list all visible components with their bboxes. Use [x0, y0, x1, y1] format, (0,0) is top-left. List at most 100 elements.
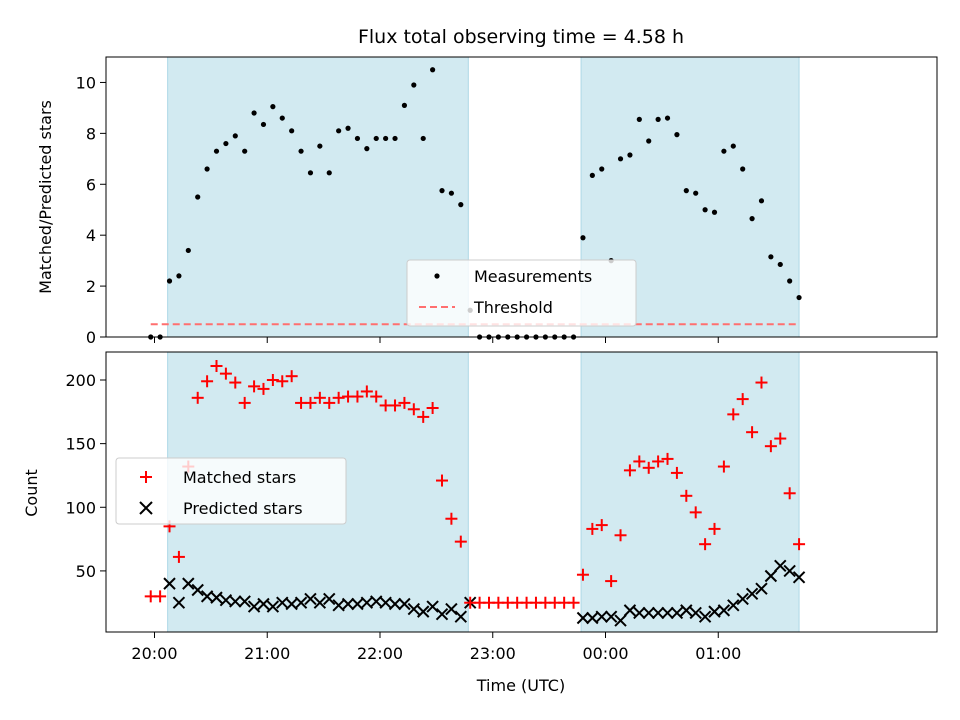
predicted-star-point: [257, 597, 270, 611]
legend-marker-measurements: [434, 273, 440, 279]
predicted-star-points: [163, 559, 806, 627]
measurement-point: [589, 172, 595, 178]
predicted-star-stroke: [294, 596, 308, 609]
predicted-star-stroke: [595, 610, 608, 623]
predicted-star-stroke: [351, 597, 364, 611]
predicted-star-point: [792, 571, 806, 584]
matched-star-point: [172, 550, 185, 563]
predicted-star-point: [651, 606, 665, 620]
x-tick-label: 00:00: [582, 644, 628, 663]
y-tick-label: 50: [76, 562, 96, 581]
measurement-point: [636, 116, 642, 122]
predicted-star-point: [774, 559, 787, 573]
predicted-star-point: [661, 606, 674, 620]
legend-marker-matched: [140, 471, 152, 483]
measurement-point: [260, 121, 267, 128]
measurement-point: [298, 148, 304, 154]
predicted-star-point: [294, 596, 308, 609]
measurement-point: [383, 135, 389, 142]
predicted-star-point: [717, 604, 731, 617]
measurement-point: [166, 278, 173, 284]
matched-star-point: [793, 538, 806, 551]
predicted-star-stroke: [764, 569, 778, 583]
measurement-point: [336, 128, 342, 134]
matched-star-point: [191, 391, 204, 404]
measurement-point: [204, 166, 210, 172]
matched-star-point: [689, 506, 702, 519]
matched-star-point: [576, 568, 589, 581]
matched-star-point: [642, 461, 655, 474]
predicted-star-stroke: [191, 583, 204, 597]
predicted-star-stroke: [614, 614, 627, 627]
bottom-legend-box: [115, 457, 347, 525]
matched-star-point: [605, 575, 618, 588]
predicted-star-point: [576, 611, 590, 625]
y-tick-label: 2: [86, 277, 96, 296]
predicted-star-stroke: [755, 582, 768, 595]
x-tick-label: 21:00: [244, 644, 290, 663]
predicted-star-stroke: [238, 595, 251, 608]
matched-star-point: [764, 440, 777, 453]
predicted-star-point: [407, 602, 421, 616]
measurement-point: [721, 148, 727, 154]
predicted-star-point: [614, 614, 627, 627]
measurement-point: [599, 166, 605, 172]
predicted-star-point: [642, 606, 655, 620]
measurement-point: [693, 190, 699, 196]
measurement-point: [796, 294, 802, 301]
predicted-star-stroke: [745, 587, 759, 601]
measurement-point: [223, 140, 229, 147]
matched-star-point: [285, 370, 298, 383]
top-x-ticks: [153, 337, 719, 343]
predicted-star-stroke: [163, 577, 176, 590]
predicted-star-stroke: [182, 577, 195, 590]
matched-star-point: [699, 538, 712, 551]
predicted-star-point: [210, 591, 223, 604]
measurement-point: [364, 146, 370, 152]
legend-label-predicted: Predicted stars: [183, 499, 303, 518]
y-tick-label: 10: [76, 73, 96, 92]
predicted-star-stroke: [426, 600, 439, 613]
measurement-point: [176, 273, 182, 279]
matched-star-point: [417, 410, 430, 423]
top-legend: Measurements Threshold: [406, 259, 637, 327]
matched-star-point: [755, 376, 768, 389]
predicted-star-stroke: [642, 606, 655, 620]
predicted-star-stroke: [360, 596, 374, 609]
predicted-star-stroke: [717, 604, 731, 617]
predicted-star-point: [680, 604, 693, 617]
measurement-point: [430, 67, 436, 73]
measurement-point: [749, 216, 755, 222]
predicted-star-stroke: [247, 600, 261, 613]
predicted-star-stroke: [586, 611, 599, 625]
predicted-star-stroke: [698, 610, 712, 623]
measurement-point: [439, 188, 445, 194]
predicted-star-point: [182, 577, 195, 590]
measurement-point: [758, 198, 765, 204]
x-tick-label: 23:00: [470, 644, 516, 663]
predicted-star-point: [163, 577, 176, 590]
matched-star-point: [783, 487, 796, 500]
predicted-star-stroke: [417, 605, 430, 618]
predicted-star-point: [435, 607, 449, 621]
predicted-star-stroke: [792, 571, 806, 584]
measurement-point: [195, 194, 201, 200]
predicted-star-stroke: [651, 606, 665, 620]
matched-star-point: [304, 396, 317, 409]
matched-star-point: [708, 522, 721, 535]
predicted-star-point: [417, 605, 430, 618]
predicted-star-point: [172, 596, 186, 609]
predicted-star-point: [755, 582, 768, 595]
measurement-point: [411, 82, 417, 88]
measurement-point: [627, 152, 633, 158]
measurement-point: [392, 135, 398, 142]
measurement-point: [213, 148, 220, 154]
predicted-star-point: [313, 596, 327, 609]
measurement-point: [768, 254, 774, 260]
matched-star-point: [360, 385, 373, 398]
predicted-star-stroke: [341, 597, 355, 611]
predicted-star-stroke: [407, 602, 421, 616]
predicted-star-stroke: [229, 595, 242, 608]
predicted-star-point: [398, 597, 411, 611]
predicted-star-stroke: [435, 607, 449, 621]
